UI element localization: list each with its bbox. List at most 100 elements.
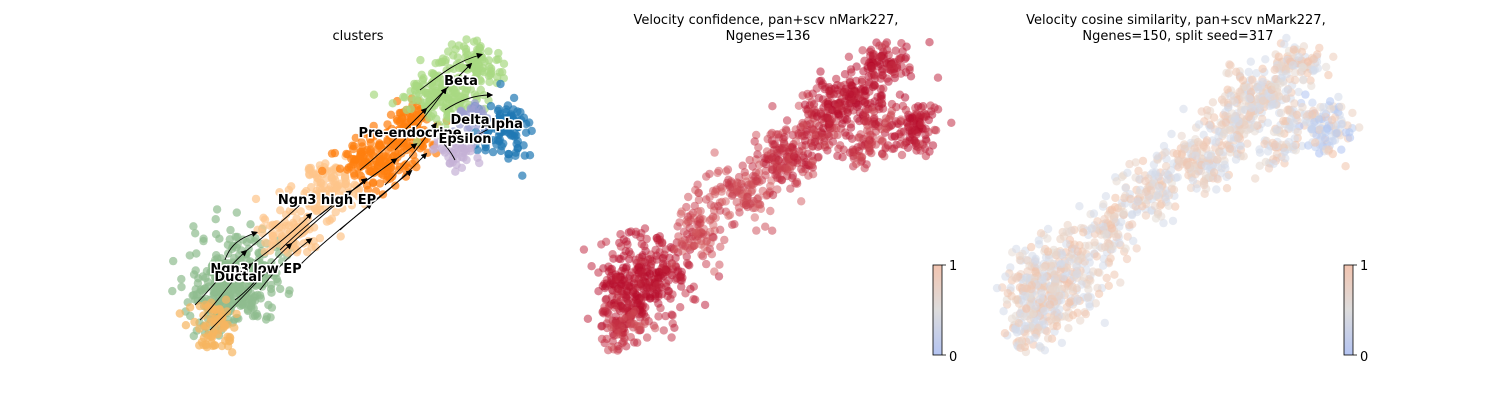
cell-point xyxy=(226,274,235,283)
cell-point xyxy=(1212,185,1221,194)
cell-point xyxy=(1094,289,1104,298)
cell-point xyxy=(816,67,825,76)
cell-point xyxy=(877,43,887,52)
cell-point xyxy=(1132,244,1141,253)
cell-point xyxy=(841,128,850,137)
colorbar-tick-label-max: 1 xyxy=(1360,259,1368,274)
cell-point xyxy=(245,294,254,303)
cell-point xyxy=(1023,256,1032,265)
cell-point xyxy=(691,185,700,195)
cell-point xyxy=(1064,228,1074,237)
cell-point xyxy=(275,188,284,197)
cell-point xyxy=(887,99,897,109)
cell-point xyxy=(1112,177,1121,186)
cell-point xyxy=(1274,52,1284,61)
cell-point xyxy=(303,212,312,221)
cell-point xyxy=(1012,244,1021,254)
cell-point xyxy=(753,150,762,159)
cell-point xyxy=(710,189,720,199)
cell-point xyxy=(495,109,505,119)
cell-point xyxy=(797,197,806,206)
cosine-points xyxy=(992,33,1364,357)
cell-point xyxy=(402,105,411,115)
cell-point xyxy=(770,140,780,149)
cell-point xyxy=(1079,228,1088,237)
cell-point xyxy=(622,291,631,300)
cell-point xyxy=(221,295,231,304)
cell-point xyxy=(840,97,850,106)
cell-point xyxy=(488,147,498,157)
cell-point xyxy=(1324,70,1333,80)
cell-point xyxy=(1160,148,1170,157)
cell-point xyxy=(597,334,607,344)
cell-point xyxy=(992,283,1002,293)
cell-point xyxy=(604,315,613,324)
cell-point xyxy=(670,323,679,332)
cell-point xyxy=(177,282,186,292)
cell-point xyxy=(462,35,471,44)
cell-point xyxy=(1227,109,1237,118)
cell-point xyxy=(228,348,237,357)
cell-point xyxy=(878,70,887,80)
cell-point xyxy=(1055,291,1064,301)
cell-point xyxy=(782,116,792,125)
cell-point xyxy=(833,86,842,95)
cell-point xyxy=(848,147,857,157)
cell-point xyxy=(897,150,907,160)
cell-point xyxy=(1244,67,1253,77)
cell-point xyxy=(800,153,809,162)
cell-point xyxy=(1289,118,1299,127)
cell-point xyxy=(833,109,842,119)
cell-point xyxy=(742,201,751,210)
cell-point xyxy=(416,55,425,65)
cell-point xyxy=(667,260,677,269)
cell-point xyxy=(177,274,186,284)
cluster-label: Alpha xyxy=(481,117,523,132)
cell-point xyxy=(915,139,925,148)
cell-point xyxy=(1043,334,1053,343)
cell-point xyxy=(838,153,847,162)
cell-point xyxy=(710,148,719,157)
cell-point xyxy=(840,70,850,79)
cell-point xyxy=(452,160,461,169)
cell-point xyxy=(408,130,417,139)
cell-point xyxy=(1092,252,1101,261)
cell-point xyxy=(857,152,867,161)
cell-point xyxy=(1157,200,1166,209)
cell-point xyxy=(677,282,686,291)
cell-point xyxy=(204,282,213,291)
cell-point xyxy=(608,250,617,259)
cell-point xyxy=(315,234,325,243)
cell-point xyxy=(349,169,359,178)
cell-point xyxy=(626,333,635,342)
cell-point xyxy=(335,164,345,173)
cell-point xyxy=(369,121,378,131)
cell-point xyxy=(716,242,725,251)
cell-point xyxy=(1321,128,1330,137)
cell-point xyxy=(1138,156,1148,166)
cell-point xyxy=(490,124,499,133)
cell-point xyxy=(368,179,378,188)
streamline xyxy=(339,170,413,231)
cell-point xyxy=(798,91,807,100)
cell-point xyxy=(445,159,455,168)
cell-point xyxy=(327,173,336,182)
cell-point xyxy=(504,149,513,159)
cell-point xyxy=(486,101,496,111)
cell-point xyxy=(186,311,195,321)
cell-point xyxy=(1355,123,1364,132)
cluster-label: Ngn3 low EP xyxy=(210,262,301,277)
cell-point xyxy=(206,268,215,277)
cell-point xyxy=(266,313,275,322)
cell-point xyxy=(645,294,655,303)
cell-point xyxy=(1039,263,1048,272)
cell-point xyxy=(237,246,246,255)
cell-point xyxy=(1031,268,1040,277)
cell-point xyxy=(430,144,439,153)
cell-point xyxy=(1131,158,1140,167)
cell-point xyxy=(264,300,273,310)
cell-point xyxy=(1224,69,1233,78)
cell-point xyxy=(185,251,194,260)
cell-point xyxy=(1226,61,1235,70)
